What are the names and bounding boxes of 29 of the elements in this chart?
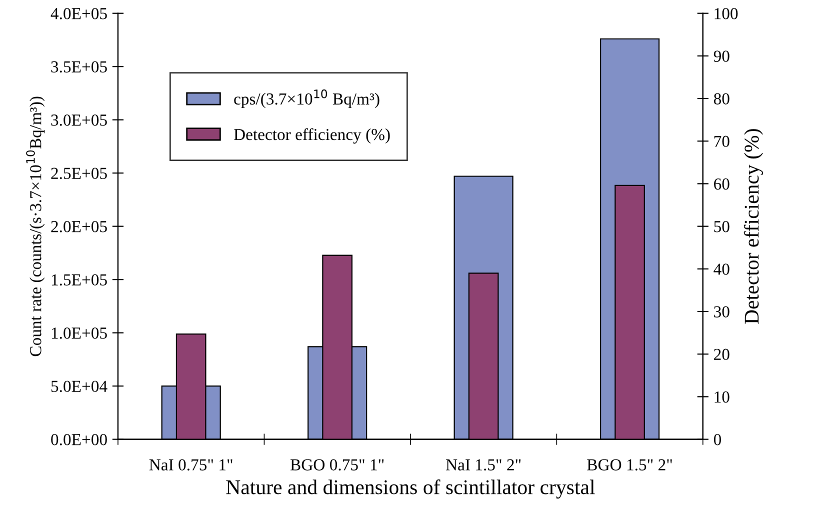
y2-tick-label: 40 [714,264,730,275]
y2-tick-label: 60 [714,178,730,190]
y-tick-label: 2.5E+05 [51,168,107,180]
y2-tick-label: 30 [714,306,730,318]
y-tick-label: 0.0E+00 [51,434,107,446]
y2-tick-label: 100 [714,8,738,20]
y2-axis-title: Detector efficiency (%) [744,129,764,324]
x-tick-label: BGO 1.5" 2" [587,459,672,471]
y-tick-label: 5.0E+04 [51,380,108,392]
x-axis-title: Nature and dimensions of scintillator crystal [226,479,595,499]
y-tick-label: 3.5E+05 [51,61,107,73]
y-tick-label: 4.0E+05 [50,8,107,20]
y-tick-label: 2.0E+05 [51,221,107,232]
legend-label: Detector efficiency (%) [234,128,390,144]
y-axis-title: Count rate (counts/(s·3.7×10$^{10}$Bq/m³)) [26,96,45,356]
y2-tick-label: 10 [714,391,730,403]
y-tick-label: 1.5E+05 [52,274,107,286]
y2-tick-label: 0 [714,434,722,446]
y2-tick-label: 50 [714,221,730,232]
y2-tick-label: 70 [714,136,730,148]
y2-tick-label: 20 [714,348,730,360]
x-tick-label: BGO 0.75" 1" [290,459,384,471]
x-tick-label: NaI 1.5" 2" [446,459,521,471]
y-tick-label: 1.0E+05 [52,328,107,339]
y2-tick-label: 90 [714,50,730,62]
x-tick-label: NaI 0.75" 1" [149,459,232,471]
legend-label: cps/(3.7×10$^{10}$ Bq/m³) [234,89,380,108]
y-tick-label: 3.0E+05 [51,114,107,126]
y2-tick-label: 80 [714,93,730,104]
